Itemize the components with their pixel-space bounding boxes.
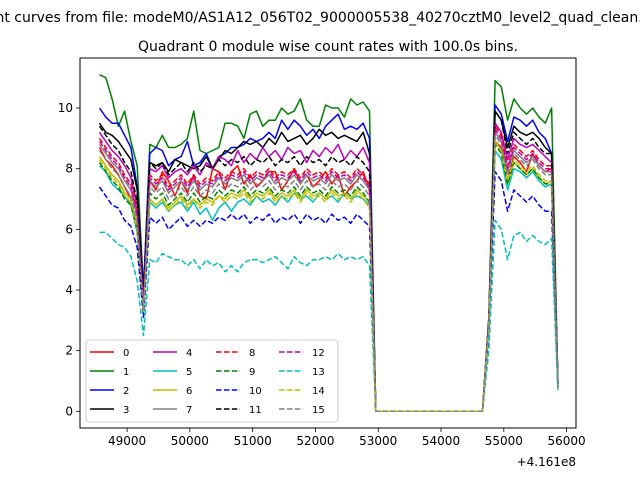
x-tick-label: 53000 [359,434,397,448]
series-line-15 [98,134,559,413]
series-layer [98,74,559,413]
axes-frame [79,57,577,429]
series-line-9 [98,143,559,413]
figure-suptitle: Light curves from file: modeM0/AS1A12_05… [0,10,640,26]
series-line-7 [98,131,559,413]
y-tick-label: 6 [65,222,73,236]
y-tick-label: 2 [65,344,73,358]
legend-box [85,339,339,423]
legend-label-6: 6 [186,386,192,397]
series-line-4 [98,122,559,413]
series-line-13 [99,219,559,413]
legend-label-12: 12 [312,348,325,359]
legend-label-3: 3 [123,405,129,416]
legend-label-0: 0 [123,348,129,359]
legend-label-11: 11 [249,405,262,416]
x-axis: 49000 50000 51000 52000 53000 54000 55000 56000 [108,428,586,448]
chart-title: Quadrant 0 module wise count rates with … [138,39,518,55]
y-tick-label: 10 [58,101,73,115]
x-tick-label: 50000 [171,434,209,448]
series-line-10 [98,170,559,413]
y-axis: 0 2 4 6 8 10 [58,101,80,418]
legend-label-10: 10 [249,386,262,397]
y-tick-label: 0 [65,404,73,418]
legend-label-14: 14 [312,386,325,397]
x-tick-label: 49000 [108,434,146,448]
x-tick-label: 55000 [485,434,523,448]
x-tick-label: 54000 [422,434,460,448]
legend-label-15: 15 [312,405,325,416]
series-line-12 [98,128,559,413]
series-line-2 [98,104,559,413]
x-tick-label: 51000 [234,434,272,448]
legend-label-4: 4 [186,348,192,359]
y-tick-label: 4 [65,283,73,297]
legend-label-7: 7 [186,405,192,416]
series-line-8 [98,125,559,413]
x-tick-label: 56000 [547,434,585,448]
plot-area: 49000 50000 51000 52000 53000 54000 55000 56000… [58,57,586,469]
legend-label-1: 1 [123,367,129,378]
legend-label-9: 9 [249,367,255,378]
series-line-1 [99,74,559,413]
y-tick-label: 8 [65,162,73,176]
x-tick-label: 52000 [296,434,334,448]
series-line-14 [98,140,559,413]
legend-label-2: 2 [123,386,129,397]
legend-label-8: 8 [249,348,255,359]
legend-label-5: 5 [186,367,192,378]
legend-label-13: 13 [312,367,325,378]
series-line-5 [98,149,559,413]
series-line-11 [98,110,559,413]
x-offset-label: +4.161e8 [517,455,576,469]
